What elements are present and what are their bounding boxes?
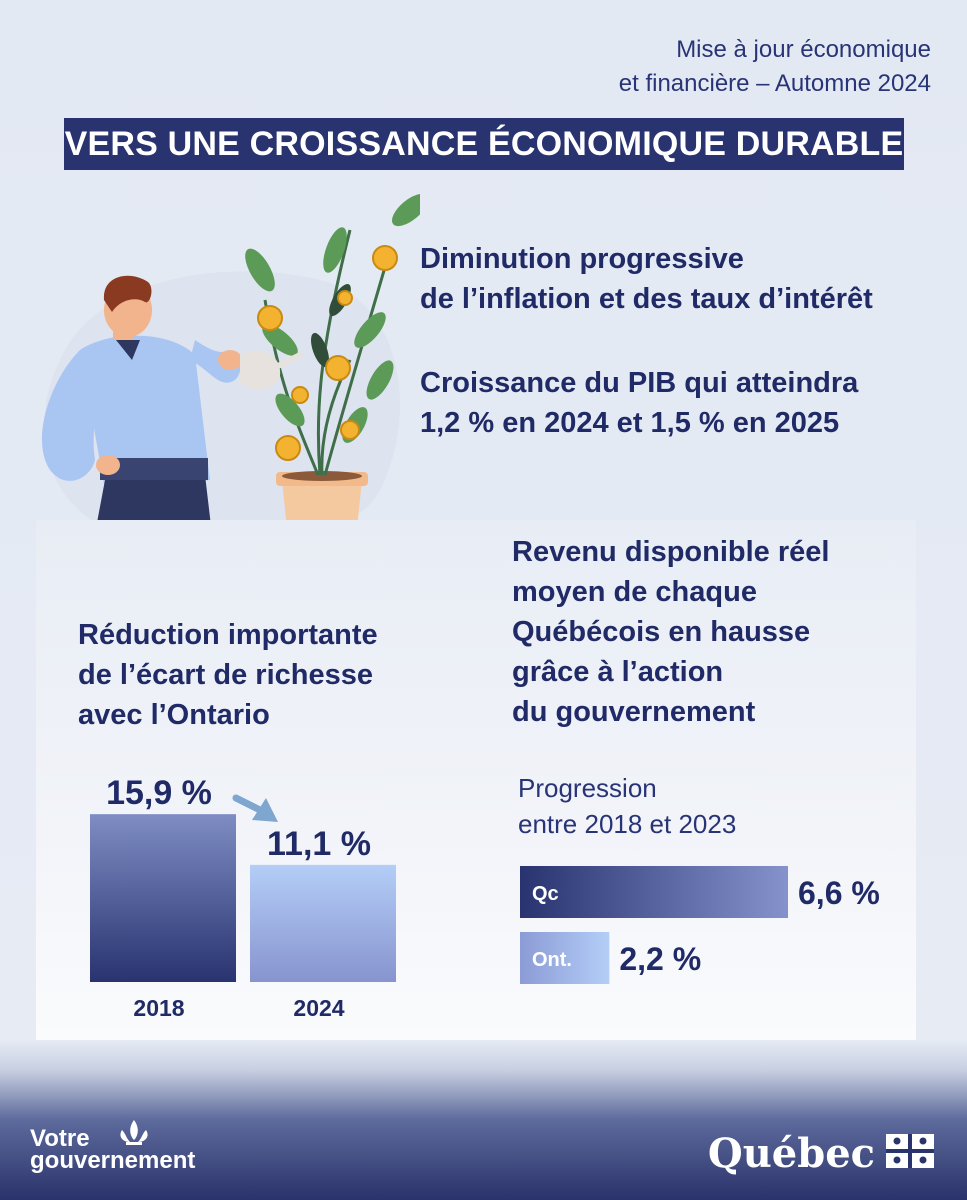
progression-label-line-1: Progression [518, 773, 657, 803]
pib-point-line-1: Croissance du PIB qui atteindra [420, 367, 859, 399]
income-heading-line-3: Québécois en hausse [512, 616, 811, 648]
category-label-ont: Ont. [532, 949, 572, 971]
income-heading-line-4: grâce à l’action [512, 656, 724, 688]
wealth-gap-heading-line-3: avec l’Ontario [78, 699, 270, 731]
income-bar-chart: Qc Ont. 6,6 % 2,2 % [520, 866, 880, 984]
bar-ont [520, 932, 610, 984]
decrease-arrow-icon [232, 794, 278, 822]
value-label-2018: 15,9 % [106, 780, 212, 812]
value-label-ont: 2,2 % [619, 941, 701, 977]
bar-2018 [90, 814, 236, 982]
category-label-2018: 2018 [133, 995, 184, 1021]
category-label-2024: 2024 [293, 995, 344, 1021]
pib-point-line-2: 1,2 % en 2024 et 1,5 % en 2025 [420, 407, 840, 439]
income-heading-line-2: moyen de chaque [512, 576, 757, 608]
bar-2024 [250, 864, 396, 982]
footer-quebec-wordmark: Québec [707, 1130, 875, 1177]
footer-left-line-2: gouvernement [30, 1147, 196, 1174]
page-title: VERS UNE CROISSANCE ÉCONOMIQUE DURABLE [64, 118, 904, 170]
wealth-gap-bar-chart: 15,9 % 11,1 % 2018 2024 [90, 780, 396, 1021]
income-heading-line-1: Revenu disponible réel [512, 536, 830, 568]
watering-plant-illustration [41, 193, 420, 560]
footer-left-line-1: Votre [30, 1125, 90, 1152]
bar-qc [520, 866, 788, 918]
inflation-point-line-1: Diminution progressive [420, 243, 744, 275]
income-heading-line-5: du gouvernement [512, 696, 756, 728]
value-label-2024: 11,1 % [267, 825, 371, 863]
fleur-de-lis-icon [120, 1120, 148, 1145]
quebec-flag-icon [886, 1134, 934, 1168]
footer-votre-gouvernement: Votre gouvernement [30, 1125, 196, 1174]
value-label-qc: 6,6 % [798, 875, 880, 911]
category-label-qc: Qc [532, 883, 559, 905]
subtitle-line-2: et financière – Automne 2024 [618, 70, 931, 97]
progression-label-line-2: entre 2018 et 2023 [518, 809, 737, 839]
subtitle-line-1: Mise à jour économique [676, 36, 931, 63]
wealth-gap-heading-line-2: de l’écart de richesse [78, 659, 373, 691]
inflation-point-line-2: de l’inflation et des taux d’intérêt [420, 283, 873, 315]
wealth-gap-heading-line-1: Réduction importante [78, 619, 378, 651]
